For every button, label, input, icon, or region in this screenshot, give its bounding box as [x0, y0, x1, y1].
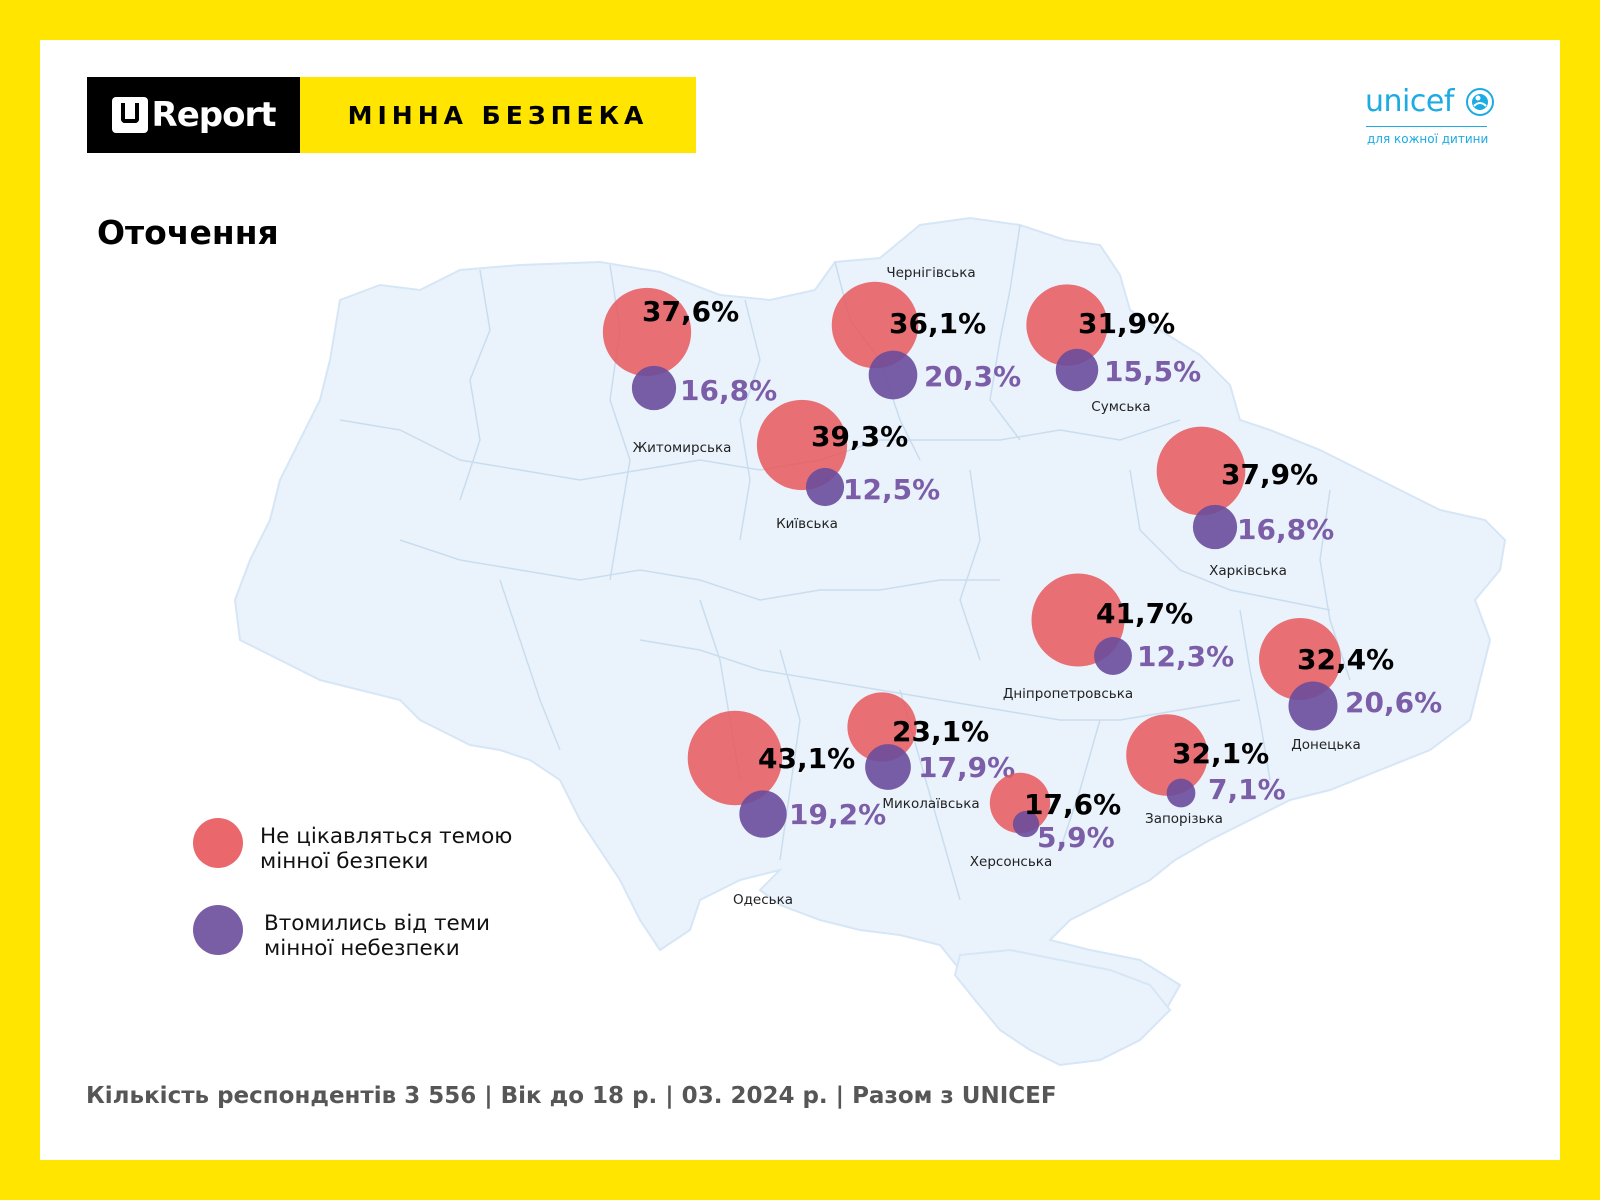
topic-banner: МІННА БЕЗПЕКА	[300, 77, 696, 153]
unicef-globe-icon	[1466, 88, 1494, 116]
bubble-not-interested	[687, 710, 783, 806]
bubble-not-interested	[847, 692, 917, 762]
region-group-10: 32,1%7,1% Запорізька	[1126, 714, 1286, 827]
bubble-not-interested	[831, 281, 919, 369]
bubble-tired	[1192, 504, 1238, 550]
unicef-logo: unicef для кожної дитини	[1365, 84, 1495, 154]
value-tired: 15,5%	[1104, 355, 1201, 388]
legend-label-line2: мінної безпеки	[260, 849, 429, 874]
value-tired: 20,3%	[924, 360, 1021, 393]
bubble-tired	[631, 365, 677, 411]
region-group-8: 23,1%17,9% Миколаївська	[847, 692, 1015, 812]
value-tired: 12,5%	[843, 473, 940, 506]
legend-dot-tired	[193, 905, 243, 955]
bubble-not-interested	[1026, 284, 1108, 366]
region-group-3: 39,3% 12,5% Київська	[756, 399, 940, 532]
bubble-not-interested	[1156, 426, 1246, 516]
bubble-tired	[1288, 681, 1338, 731]
value-not-interested: 39,3%	[811, 420, 908, 453]
value-tired: 5,9%	[1037, 821, 1115, 854]
value-not-interested: 37,6%	[642, 295, 739, 328]
value-tired: 12,3%	[1137, 640, 1234, 673]
legend-label-tired: Втомились від теми мінної небезпеки	[264, 911, 544, 961]
region-name-label: Житомирська	[633, 440, 732, 456]
section-title: Оточення	[97, 213, 279, 252]
region-group-2: 31,9% 15,5% Сумська	[1026, 284, 1201, 415]
topic-title: МІННА БЕЗПЕКА	[347, 100, 649, 130]
u-logo-icon	[111, 97, 148, 133]
region-name-label: Київська	[776, 516, 838, 532]
value-not-interested: 43,1%	[758, 742, 855, 775]
bubble-tired	[1012, 810, 1040, 838]
region-group-4: 37,9% 16,8% Харківська	[1156, 426, 1334, 579]
region-name-label: Запорізька	[1145, 811, 1223, 827]
value-tired: 20,6%	[1345, 686, 1442, 719]
region-group-9: 17,6%5,9%Херсонська	[970, 772, 1121, 870]
region-name-label: Сумська	[1091, 399, 1150, 415]
value-tired: 19,2%	[789, 798, 886, 831]
bubble-tired	[1166, 778, 1196, 808]
region-group-0: 37,6% 16,8% Житомирська	[602, 287, 777, 456]
bubble-not-interested	[1126, 714, 1208, 796]
ukraine-outline	[233, 216, 1507, 1062]
region-name-label: Херсонська	[970, 854, 1052, 870]
region-group-7: 43,1% 19,2% Одеська	[687, 710, 886, 908]
bubble-tired	[865, 744, 911, 790]
value-not-interested: 37,9%	[1221, 458, 1318, 491]
unicef-wordmark: unicef	[1365, 84, 1454, 119]
value-not-interested: 23,1%	[892, 715, 989, 748]
value-not-interested: 31,9%	[1078, 307, 1175, 340]
bubble-tired	[1055, 348, 1099, 392]
unicef-tagline: для кожної дитини	[1367, 132, 1489, 146]
legend-label-line2: мінної небезпеки	[264, 936, 460, 961]
legend-label-not-interested: Не цікавляться темою мінної безпеки	[260, 824, 540, 874]
ureport-logo: Report	[87, 77, 300, 153]
bubble-not-interested	[602, 287, 692, 377]
crimea-outline	[953, 948, 1172, 1067]
region-group-5: 41,7% 12,3%Дніпропетровська	[1003, 573, 1234, 702]
value-tired: 16,8%	[1237, 513, 1334, 546]
value-not-interested: 32,1%	[1172, 737, 1269, 770]
value-not-interested: 41,7%	[1096, 597, 1193, 630]
region-name-label: Донецька	[1291, 737, 1361, 753]
value-tired: 7,1%	[1208, 773, 1286, 806]
value-not-interested: 17,6%	[1024, 788, 1121, 821]
unicef-divider	[1366, 126, 1487, 127]
value-not-interested: 32,4%	[1297, 643, 1394, 676]
region-group-1: 36,1% 20,3% Чернігівська	[831, 265, 1021, 400]
legend-label-line1: Втомились від теми	[264, 911, 490, 936]
ureport-brand-text: Report	[151, 95, 277, 135]
region-name-label: Чернігівська	[886, 265, 975, 281]
bubble-tired	[868, 350, 918, 400]
region-name-label: Дніпропетровська	[1003, 686, 1133, 702]
value-tired: 16,8%	[680, 374, 777, 407]
bubble-not-interested	[756, 399, 848, 491]
bubble-tired	[805, 467, 845, 507]
legend-label-line1: Не цікавляться темою	[260, 824, 513, 849]
value-tired: 17,9%	[918, 751, 1015, 784]
region-name-label: Харківська	[1209, 563, 1287, 579]
value-not-interested: 36,1%	[889, 307, 986, 340]
legend-dot-not-interested	[193, 818, 243, 868]
bubble-not-interested	[1259, 618, 1341, 700]
region-name-label: Одеська	[733, 892, 793, 908]
bubble-tired	[1094, 637, 1132, 675]
region-name-label: Миколаївська	[882, 796, 979, 812]
bubble-tired	[739, 790, 787, 838]
region-group-6: 32,4% 20,6% Донецька	[1259, 618, 1442, 753]
footer-caption: Кількість респондентів 3 556 | Вік до 18…	[86, 1083, 1057, 1109]
